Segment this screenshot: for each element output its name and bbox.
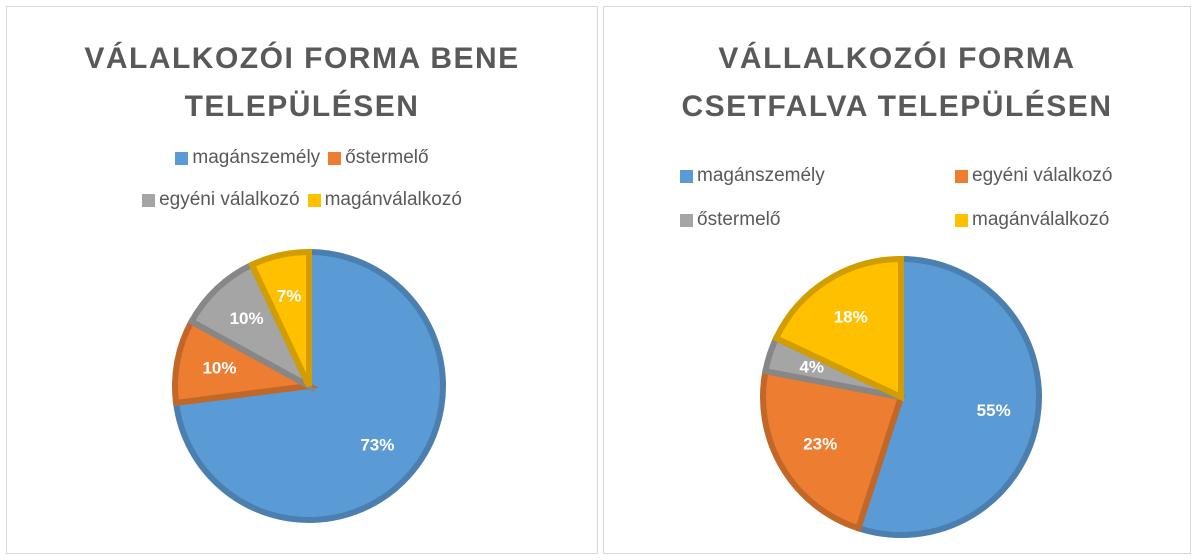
data-label: 7% — [277, 287, 302, 306]
pie-slice — [247, 248, 312, 388]
data-label: 18% — [834, 307, 868, 326]
pie-slice — [772, 255, 904, 402]
legend: magánszemély őstermelő egyéni válalkozó mag… — [102, 147, 502, 211]
legend-label: magánválalkozó — [972, 209, 1110, 230]
legend-swatch — [142, 193, 156, 207]
legend-label: egyéni válalkozó — [159, 189, 300, 210]
data-label: 10% — [230, 309, 264, 328]
legend-label: egyéni válalkozó — [972, 165, 1113, 186]
legend-item: őstermelő — [328, 147, 429, 169]
legend-swatch — [328, 151, 342, 165]
legend-item: magánválalkozó — [307, 189, 462, 211]
legend-swatch — [955, 213, 968, 227]
pie-chart: 55% 23% 4% 18% — [760, 255, 1042, 538]
legend-item: egyéni válalkozó — [142, 189, 300, 211]
legend: magánszemély egyéni válalkozó őstermelő mag… — [680, 165, 1150, 231]
data-label: 23% — [803, 434, 837, 453]
chart-title: VÁLLALKOZÓI FORMA CSETFALVA TELEPÜLÉSEN — [681, 42, 1113, 123]
data-label: 55% — [977, 401, 1011, 420]
legend-swatch — [680, 213, 693, 227]
chart-panel: 55% 23% 4% 18% VÁLLALKOZÓI FORMA CSETFALVA T… — [603, 6, 1191, 554]
legend-item: magánválalkozó — [955, 209, 1150, 231]
legend-swatch — [680, 169, 693, 183]
data-label: 73% — [360, 436, 394, 455]
legend-label: őstermelő — [697, 209, 781, 230]
pie-chart: 73% 10% 10% 7% — [172, 248, 446, 523]
legend-item: magánszemély — [175, 147, 320, 169]
legend-label: magánválalkozó — [324, 189, 462, 210]
legend-item: őstermelő — [680, 209, 955, 231]
legend-label: magánszemély — [697, 165, 825, 186]
legend-item: magánszemély — [680, 165, 955, 187]
legend-swatch — [307, 193, 321, 207]
chart-panel: 73% 10% 10% 7% VÁLALKOZÓI FORMA BENE TELEPÜL… — [6, 6, 598, 554]
chart-title: VÁLALKOZÓI FORMA BENE TELEPÜLÉSEN — [84, 42, 520, 123]
data-label: 4% — [799, 357, 824, 376]
legend-label: magánszemély — [192, 147, 321, 168]
legend-item: egyéni válalkozó — [955, 165, 1150, 187]
data-label: 10% — [202, 358, 236, 377]
pie-slice — [760, 367, 905, 533]
legend-label: őstermelő — [345, 147, 429, 168]
legend-swatch — [175, 151, 189, 165]
legend-swatch — [955, 169, 968, 183]
